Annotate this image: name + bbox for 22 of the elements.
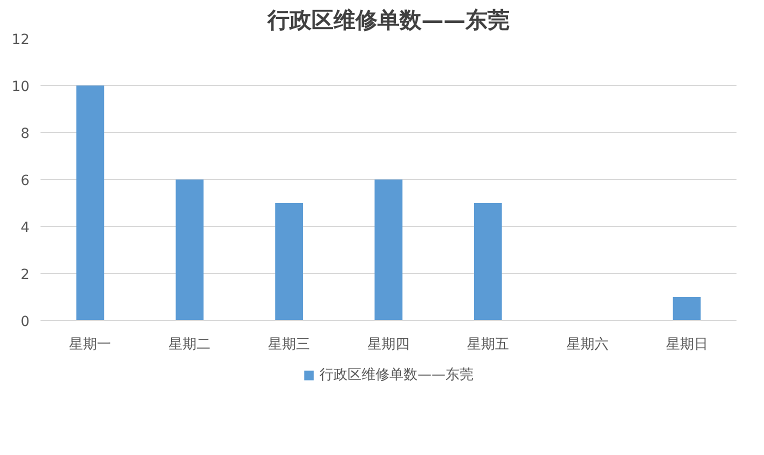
y-tick-label: 8 xyxy=(20,126,30,142)
x-tick-label: 星期四 xyxy=(368,336,410,352)
x-tick-label: 星期五 xyxy=(466,336,509,352)
x-tick-label: 星期一 xyxy=(69,336,112,352)
bar xyxy=(176,180,204,320)
bar xyxy=(76,86,104,320)
chart-title: 行政区维修单数——东莞 xyxy=(266,8,510,34)
x-tick-label: 星期二 xyxy=(168,336,211,352)
y-tick-label: 0 xyxy=(20,314,30,330)
legend-label: 行政区维修单数——东莞 xyxy=(320,366,474,384)
x-tick-label: 星期三 xyxy=(268,336,310,352)
x-tick-label: 星期六 xyxy=(566,336,608,352)
y-tick-label: 6 xyxy=(20,173,30,189)
bar xyxy=(374,180,402,320)
bar xyxy=(275,203,303,320)
y-tick-label: 12 xyxy=(12,32,30,48)
bar xyxy=(474,203,502,320)
y-tick-label: 10 xyxy=(12,79,30,95)
y-tick-label: 4 xyxy=(20,220,30,236)
x-tick-label: 星期日 xyxy=(666,336,708,352)
bar xyxy=(672,297,701,320)
y-tick-label: 2 xyxy=(20,267,30,283)
